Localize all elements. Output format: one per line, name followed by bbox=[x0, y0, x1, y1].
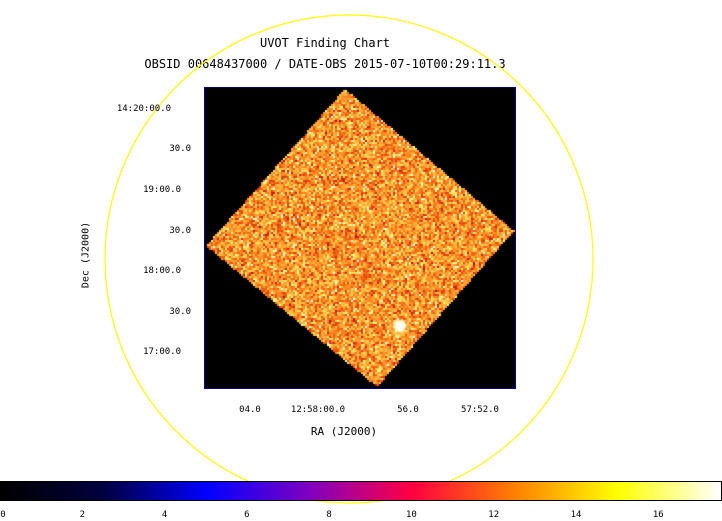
colorbar-tick-label: 2 bbox=[79, 510, 85, 520]
dec-tick-label: 18:00.0 bbox=[143, 266, 181, 276]
dec-tick-label: 19:00.0 bbox=[143, 185, 181, 195]
x-axis-label: RA (J2000) bbox=[310, 425, 378, 438]
dec-tick-label: 30.0 bbox=[169, 226, 191, 236]
dec-tick-label: 30.0 bbox=[169, 144, 191, 154]
colorbar-tick-label: 0 bbox=[0, 510, 6, 520]
dec-tick-label: 30.0 bbox=[169, 307, 191, 317]
ra-tick-label: 56.0 bbox=[397, 405, 419, 415]
colorbar-tick-label: 6 bbox=[244, 510, 250, 520]
sky-image bbox=[205, 88, 515, 388]
y-axis-label: Dec (J2000) bbox=[80, 221, 92, 289]
ra-tick-label: 04.0 bbox=[239, 405, 261, 415]
colorbar-tick-label: 8 bbox=[326, 510, 332, 520]
chart-title: UVOT Finding Chart bbox=[259, 36, 391, 50]
image-frame bbox=[204, 87, 516, 389]
color-bar bbox=[0, 481, 722, 501]
colorbar-tick-label: 12 bbox=[488, 510, 500, 520]
dec-tick-label: 17:00.0 bbox=[143, 347, 181, 357]
colorbar-tick-label: 10 bbox=[406, 510, 417, 520]
ra-tick-label: 12:58:00.0 bbox=[290, 405, 346, 415]
colorbar-tick-label: 14 bbox=[570, 510, 582, 520]
colorbar-tick-label: 4 bbox=[161, 510, 168, 520]
colorbar-tick-label: 16 bbox=[652, 510, 664, 520]
dec-tick-label: 14:20:00.0 bbox=[116, 104, 171, 114]
ra-tick-label: 57:52.0 bbox=[461, 405, 499, 415]
chart-subtitle: OBSID 00648437000 / DATE-OBS 2015-07-10T… bbox=[144, 57, 506, 71]
